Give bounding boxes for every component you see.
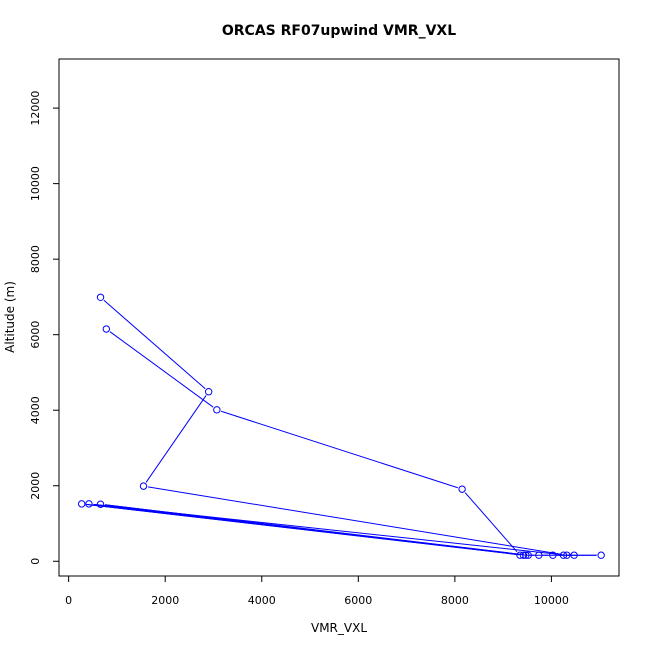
data-point: [458, 485, 466, 493]
series-segment: [109, 331, 214, 408]
y-axis: 0 2000 4000 6000 8000 10000 12000: [29, 91, 60, 565]
series-segment: [145, 395, 207, 483]
data-point: [77, 500, 86, 508]
data-point: [559, 551, 568, 559]
data-point: [213, 406, 221, 414]
series-segment: [220, 410, 458, 489]
data-point: [139, 482, 148, 490]
series-segment: [147, 486, 563, 555]
y-tick-label: 12000: [29, 91, 42, 126]
y-tick-label: 6000: [29, 321, 42, 349]
series-segment: [103, 299, 206, 390]
x-tick-label: 6000: [344, 594, 372, 607]
x-tick-label: 4000: [248, 594, 276, 607]
y-axis-label: Altitude (m): [3, 281, 17, 353]
series-segment: [464, 492, 518, 553]
data-point: [570, 551, 578, 559]
y-tick-label: 8000: [29, 245, 42, 273]
series-segment: [86, 503, 522, 556]
data-point: [535, 551, 543, 559]
x-axis: 0 2000 4000 6000 8000 10000: [65, 575, 569, 607]
y-tick-label: 2000: [29, 472, 42, 500]
data-point: [204, 388, 213, 396]
data-point: [85, 500, 93, 508]
data-point: [516, 551, 524, 559]
data-point: [96, 500, 105, 508]
x-tick-label: 0: [65, 594, 72, 607]
data-point: [519, 551, 528, 559]
plot-frame: [58, 58, 620, 577]
data-point: [597, 551, 605, 559]
y-tick-label: 10000: [29, 166, 42, 201]
y-tick-label: 0: [29, 558, 42, 565]
x-tick-label: 2000: [151, 594, 179, 607]
data-point: [524, 551, 532, 559]
data-point: [102, 325, 111, 333]
y-tick-label: 4000: [29, 396, 42, 424]
data-point: [563, 551, 571, 559]
x-tick-label: 8000: [441, 594, 469, 607]
data-point: [522, 551, 530, 559]
chart-title: ORCAS RF07upwind VMR_VXL: [222, 23, 456, 39]
data-point: [96, 293, 105, 301]
x-tick-label: 10000: [534, 594, 569, 607]
data-point: [549, 551, 557, 559]
x-axis-label: VMR_VXL: [311, 621, 367, 635]
data-series: [77, 293, 605, 559]
